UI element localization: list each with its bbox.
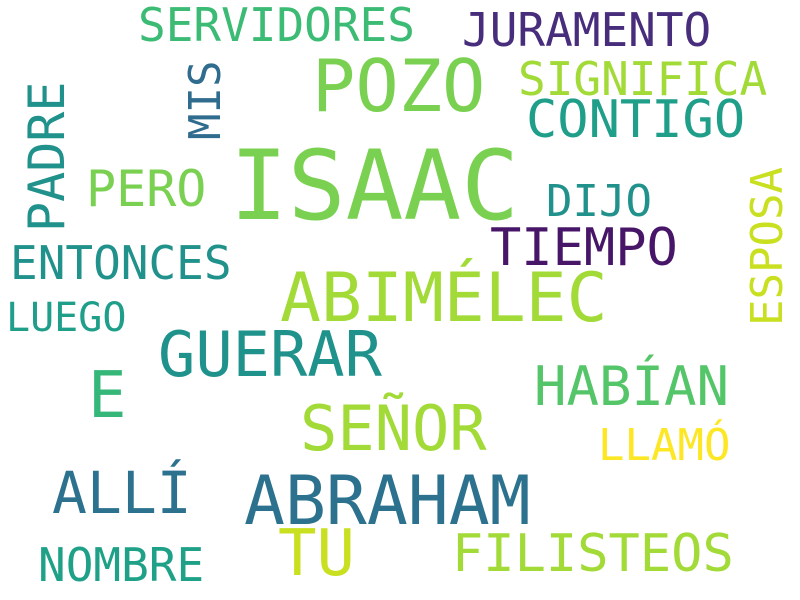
word-luego: LUEGO [6, 295, 127, 341]
word-filisteos: FILISTEOS [452, 524, 734, 584]
word-juramento: JURAMENTO [462, 3, 712, 57]
word-servidores: SERVIDORES [138, 0, 415, 52]
word-dijo: DIJO [546, 176, 652, 227]
word-contigo: CONTIGO [526, 90, 746, 150]
word-padre: PADRE [18, 81, 76, 232]
word-guerar: GUERAR [158, 318, 382, 391]
word-tu: TU [278, 517, 356, 591]
word-alli: ALLÍ [52, 459, 192, 527]
word-tiempo: TIEMPO [490, 218, 678, 278]
word-esposa: ESPOSA [742, 167, 793, 326]
word-abraham: ABRAHAM [244, 462, 531, 541]
word-senor: SEÑOR [300, 392, 487, 465]
word-pozo: POZO [312, 44, 486, 128]
word-significa: SIGNIFICA [518, 52, 768, 106]
word-mis: MIS [180, 60, 231, 140]
word-isaac: ISAAC [230, 130, 519, 242]
word-habian: HABÍAN [534, 355, 730, 418]
word-e: E [88, 359, 127, 433]
word-entonces: ENTONCES [10, 236, 232, 290]
word-nombre: NOMBRE [38, 538, 205, 592]
word-pero: PERO [86, 160, 207, 218]
word-abimelec: ABIMÉLEC [280, 259, 608, 338]
word-llamo: LLAMÓ [598, 420, 731, 471]
